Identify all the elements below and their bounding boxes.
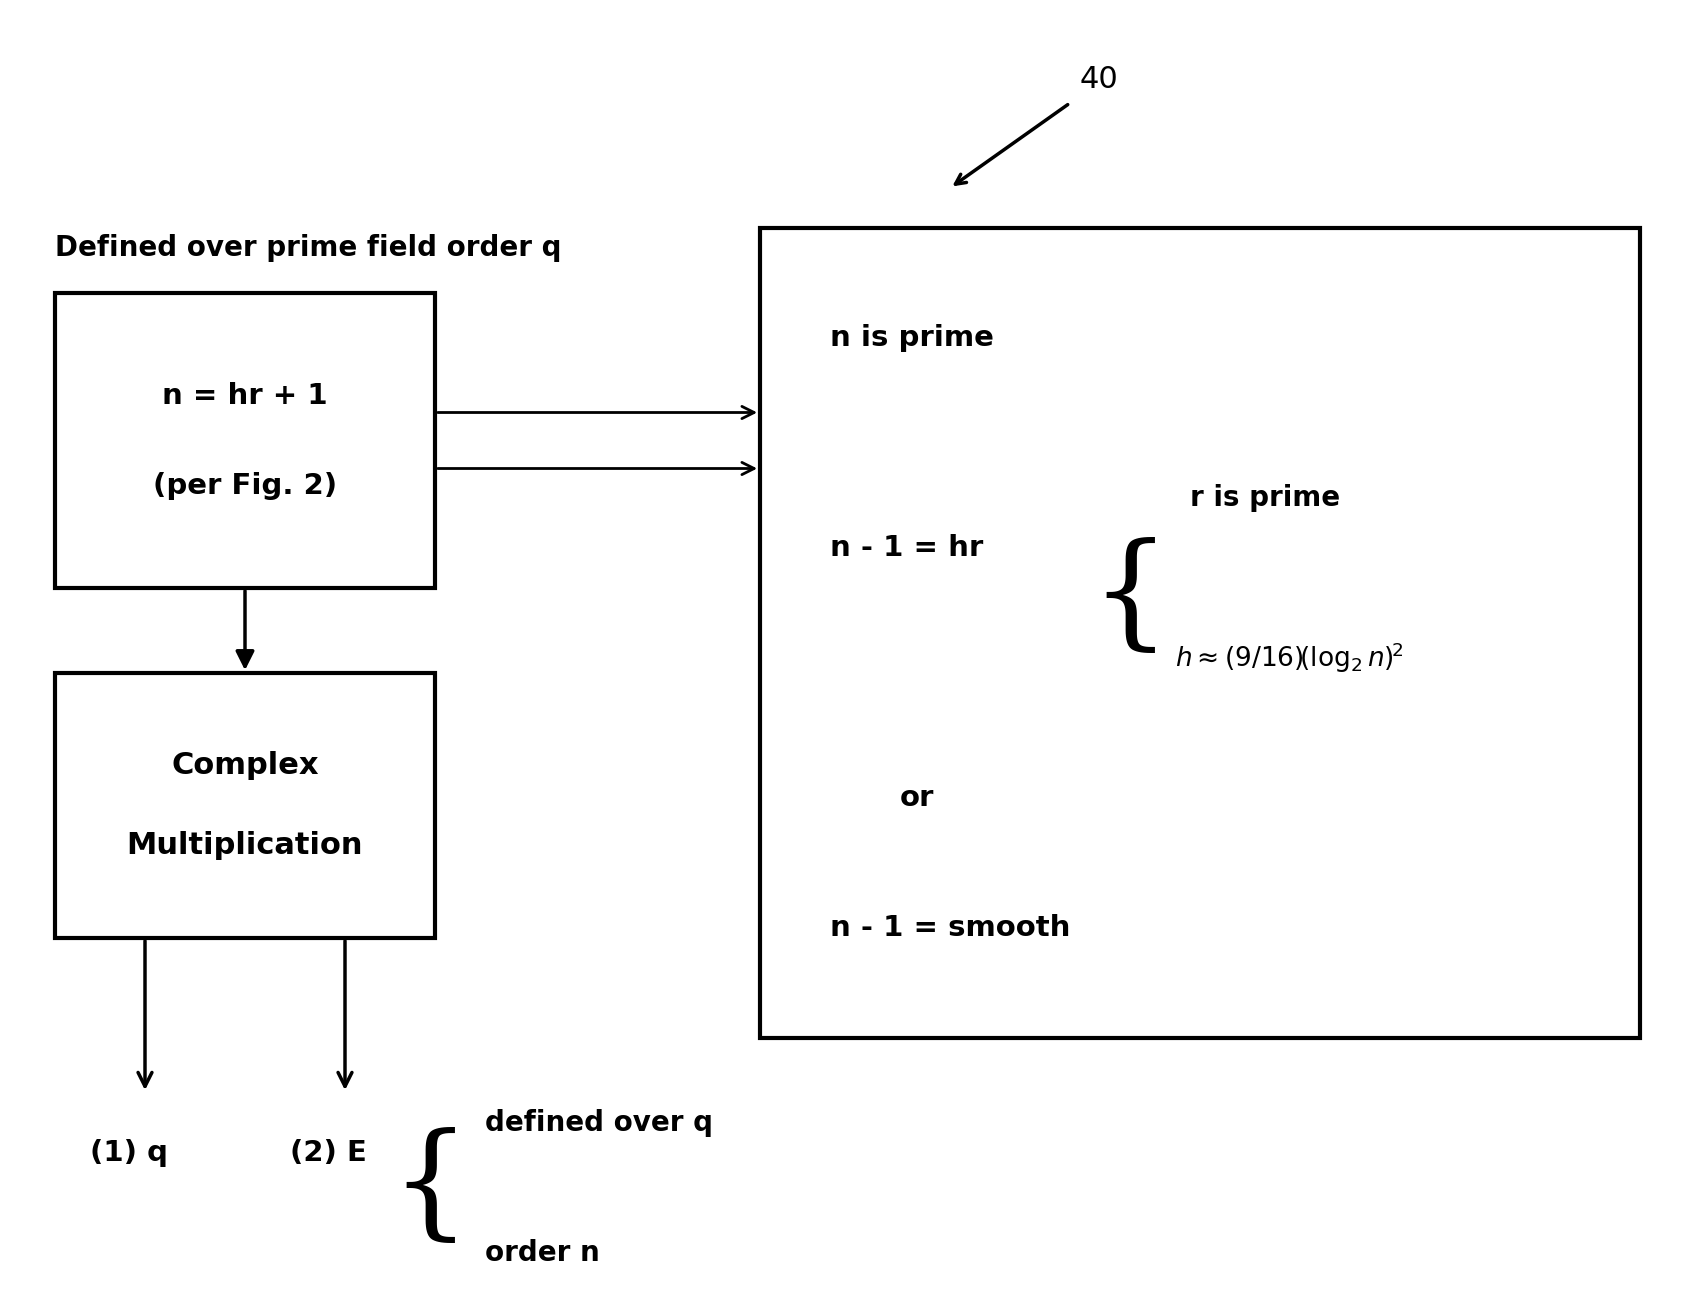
Text: defined over q: defined over q (486, 1109, 713, 1137)
Text: n - 1 = hr: n - 1 = hr (830, 534, 983, 562)
Text: (2) E: (2) E (290, 1139, 367, 1167)
Text: n = hr + 1: n = hr + 1 (163, 382, 328, 409)
Bar (761, 228, 1640, 1039)
Text: Complex: Complex (171, 751, 319, 780)
Bar (54, 674, 435, 938)
Text: (per Fig. 2): (per Fig. 2) (153, 471, 338, 500)
Text: n - 1 = smooth: n - 1 = smooth (830, 914, 1070, 942)
Text: Defined over prime field order q: Defined over prime field order q (54, 234, 562, 262)
Bar (54, 293, 435, 589)
Text: $h\approx(9/16)\!\left(\log_2 n\right)^{\!2}$: $h\approx(9/16)\!\left(\log_2 n\right)^{… (1175, 641, 1404, 675)
Text: Multiplication: Multiplication (127, 831, 363, 859)
Text: 40: 40 (1080, 65, 1119, 94)
Text: (1) q: (1) q (90, 1139, 168, 1167)
Text: {: { (1090, 538, 1170, 658)
Text: order n: order n (486, 1239, 599, 1267)
Text: or: or (900, 783, 934, 812)
Text: n is prime: n is prime (830, 324, 993, 352)
Text: r is prime: r is prime (1190, 484, 1340, 511)
Text: {: { (391, 1127, 470, 1249)
